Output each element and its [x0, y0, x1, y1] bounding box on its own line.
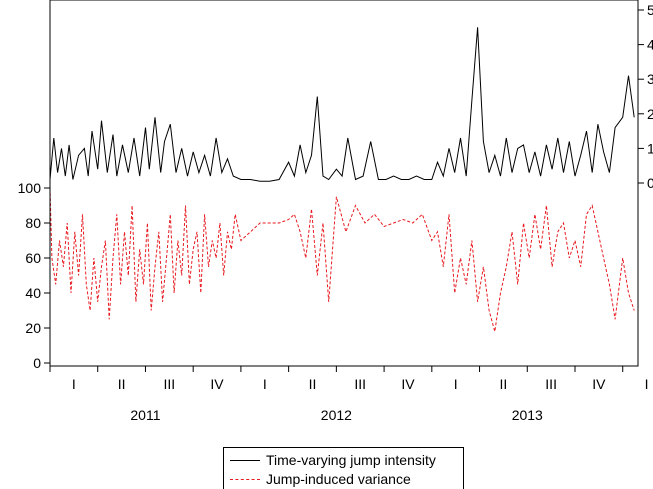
x-year-label: 2013: [512, 407, 543, 423]
x-quarter-label: IV: [592, 376, 606, 392]
x-quarter-label: II: [500, 376, 508, 392]
left-y-tick-label: 60: [25, 250, 41, 266]
plot-frame: [49, 0, 639, 367]
x-quarter-label: II: [118, 376, 126, 392]
series-line-jump-variance: [49, 187, 635, 332]
x-quarter-label: IV: [210, 376, 224, 392]
right-y-tick-label: 0: [647, 175, 653, 191]
legend: Time-varying jump intensity Jump-induced…: [223, 447, 464, 489]
legend-swatch-dashed: [230, 478, 260, 480]
series-layer: [49, 27, 635, 332]
left-y-tick-label: 20: [25, 320, 41, 336]
x-quarter-label: III: [545, 376, 557, 392]
x-quarter-label: I: [454, 376, 458, 392]
left-y-tick-label: 80: [25, 215, 41, 231]
legend-item-jump-intensity: Time-varying jump intensity: [230, 451, 436, 469]
left-y-tick-label: 0: [33, 355, 41, 371]
legend-swatch-solid: [230, 459, 260, 461]
series-line-jump-intensity: [49, 27, 635, 182]
left-y-tick-label: 40: [25, 285, 41, 301]
x-year-label: 2012: [321, 407, 352, 423]
right-y-tick-label: 4: [647, 37, 653, 53]
right-y-tick-label: 1: [647, 140, 653, 156]
x-quarter-label: III: [354, 376, 366, 392]
x-year-label: 2011: [130, 407, 160, 423]
legend-label-jump-intensity: Time-varying jump intensity: [266, 452, 436, 468]
left-y-tick-label: 100: [18, 180, 42, 196]
right-y-tick-label: 2: [647, 106, 653, 122]
right-y-tick-label: 5: [647, 2, 653, 18]
x-quarter-label: III: [163, 376, 175, 392]
x-quarter-label: I: [72, 376, 76, 392]
x-quarter-label: II: [309, 376, 317, 392]
x-quarter-label: I: [263, 376, 267, 392]
legend-item-jump-variance: Jump-induced variance: [230, 470, 411, 488]
x-quarter-label: IV: [401, 376, 415, 392]
x-quarter-label: I: [645, 376, 649, 392]
right-y-tick-label: 3: [647, 71, 653, 87]
legend-label-jump-variance: Jump-induced variance: [266, 471, 411, 487]
